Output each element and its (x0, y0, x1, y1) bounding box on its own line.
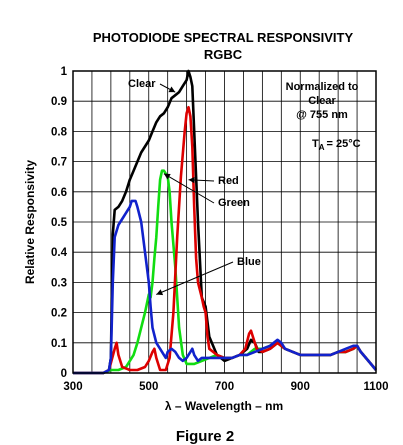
x-tick-label: 1100 (364, 381, 389, 393)
x-axis-label: λ – Wavelength – nm (165, 399, 283, 413)
note-line-2: Clear (308, 95, 336, 107)
y-tick-label: 0.9 (51, 96, 67, 108)
chart-subtitle: RGBC (204, 47, 243, 62)
plot-frame (72, 70, 377, 374)
x-tick-label: 500 (139, 381, 158, 393)
y-tick-label: 0.7 (51, 157, 67, 169)
note-line-3: @ 755 nm (296, 109, 348, 121)
y-tick-label: 0.3 (51, 277, 67, 289)
annotations: Clear Red Green Blue (128, 78, 261, 296)
temperature-subscript: A (319, 143, 325, 152)
annotation-arrowhead-red (188, 176, 195, 184)
annotation-arrowhead-green (163, 173, 171, 180)
x-tick-label: 300 (63, 381, 82, 393)
annotation-label-green: Green (218, 197, 250, 209)
tick-labels: 0 0.1 0.2 0.3 0.4 0.5 0.6 0.7 0.8 0.9 1 300 500 700 90… (51, 66, 388, 393)
y-tick-label: 1 (61, 66, 68, 78)
temperature-t: T (312, 138, 319, 150)
series-line-blue (73, 199, 377, 375)
x-tick-label: 700 (215, 381, 234, 393)
annotation-label-red: Red (218, 175, 239, 187)
y-tick-label: 0.6 (51, 187, 67, 199)
series-layer (73, 69, 377, 375)
temperature-value: = 25°C (327, 138, 361, 150)
temperature-label: TA = 25°C (312, 138, 361, 152)
annotation-arrowhead-clear (168, 86, 176, 93)
normalization-note: Normalized to Clear @ 755 nm (286, 81, 359, 121)
annotation-arrowhead-blue (156, 289, 164, 296)
y-tick-label: 0.2 (51, 308, 67, 320)
y-tick-label: 0.1 (51, 338, 68, 350)
annotation-leader-green (163, 173, 215, 204)
x-tick-label: 900 (291, 381, 310, 393)
y-tick-label: 0.8 (51, 126, 68, 138)
chart-title: PHOTODIODE SPECTRAL RESPONSIVITY (93, 30, 354, 45)
note-line-1: Normalized to (286, 81, 359, 93)
y-tick-label: 0.5 (51, 217, 68, 229)
y-axis-label: Relative Responsivity (23, 160, 37, 284)
figure-caption: Figure 2 (176, 428, 234, 445)
annotation-label-clear: Clear (128, 78, 156, 90)
annotation-label-blue: Blue (237, 256, 261, 268)
annotation-leader-blue (156, 261, 234, 295)
y-tick-label: 0 (61, 368, 67, 380)
y-tick-label: 0.4 (51, 247, 68, 259)
